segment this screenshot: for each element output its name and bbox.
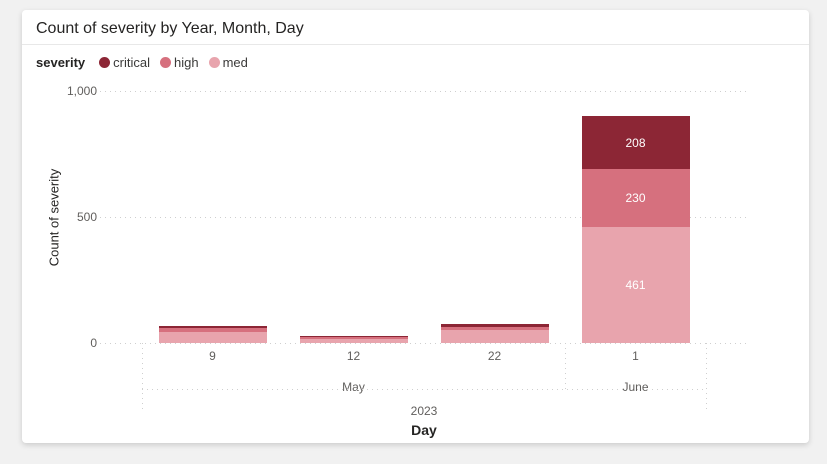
legend-swatch-icon [208,57,220,68]
legend-item-label: critical [113,55,150,70]
legend-item-high[interactable]: high [160,55,199,70]
bar-segment-high[interactable] [440,327,549,331]
bar-segment-critical[interactable] [158,326,267,329]
x-axis-day-label: 22 [487,349,502,363]
bar-segment-high[interactable] [299,336,408,339]
bar-segment-med[interactable] [158,332,267,343]
bar-segment-critical[interactable] [299,335,408,337]
legend-title: severity [36,55,86,70]
hierarchy-separator [706,343,707,412]
stacked-bar-chart: 1,000 500 0 Count of severity 461 230 208 9 12 22… [22,10,809,443]
bar-segment-critical[interactable]: 208 [581,116,690,169]
legend-item-label: high [174,55,199,70]
title-divider [22,44,809,45]
legend-swatch-icon [99,57,111,68]
x-axis-day-label: 9 [209,349,216,363]
gridline [100,343,747,344]
legend-item-label: med [222,55,248,70]
y-axis-title: Count of severity [46,168,62,267]
hierarchy-divider [142,389,706,390]
bar-may-9[interactable] [158,326,267,343]
y-axis-tick-label: 500 [76,210,97,224]
bar-may-12[interactable] [299,335,408,343]
x-axis-day-label: 1 [632,349,639,363]
x-axis-month-label: May [342,380,365,394]
legend-item-med[interactable]: med [208,55,248,70]
x-axis-day-label: 12 [346,349,361,363]
legend: severity critical high med [36,55,258,70]
legend-item-critical[interactable]: critical [99,55,150,70]
bar-segment-high[interactable]: 230 [581,168,690,227]
data-label-critical: 208 [625,135,646,150]
bar-june-1[interactable]: 461 230 208 [581,116,690,343]
gridline [100,217,747,218]
y-axis-tick-label: 1,000 [66,84,97,98]
bar-segment-med[interactable]: 461 [581,226,690,343]
hierarchy-separator [142,343,143,412]
chart-card: Count of severity by Year, Month, Day se… [22,10,809,443]
y-axis-tick-label: 0 [90,336,97,350]
bar-segment-high[interactable] [158,328,267,333]
bar-may-22[interactable] [440,324,549,343]
chart-title: Count of severity by Year, Month, Day [36,20,304,37]
x-axis-year-label: 2023 [410,404,438,418]
data-label-med: 461 [625,277,646,292]
bar-segment-med[interactable] [440,330,549,343]
legend-swatch-icon [160,57,171,68]
data-label-high: 230 [625,190,646,205]
gridline [100,91,747,92]
bar-segment-critical[interactable] [440,324,549,328]
x-axis-month-label: June [622,380,649,394]
hierarchy-separator [565,343,566,389]
bar-segment-med[interactable] [299,338,408,343]
x-axis-title: Day [411,422,437,438]
